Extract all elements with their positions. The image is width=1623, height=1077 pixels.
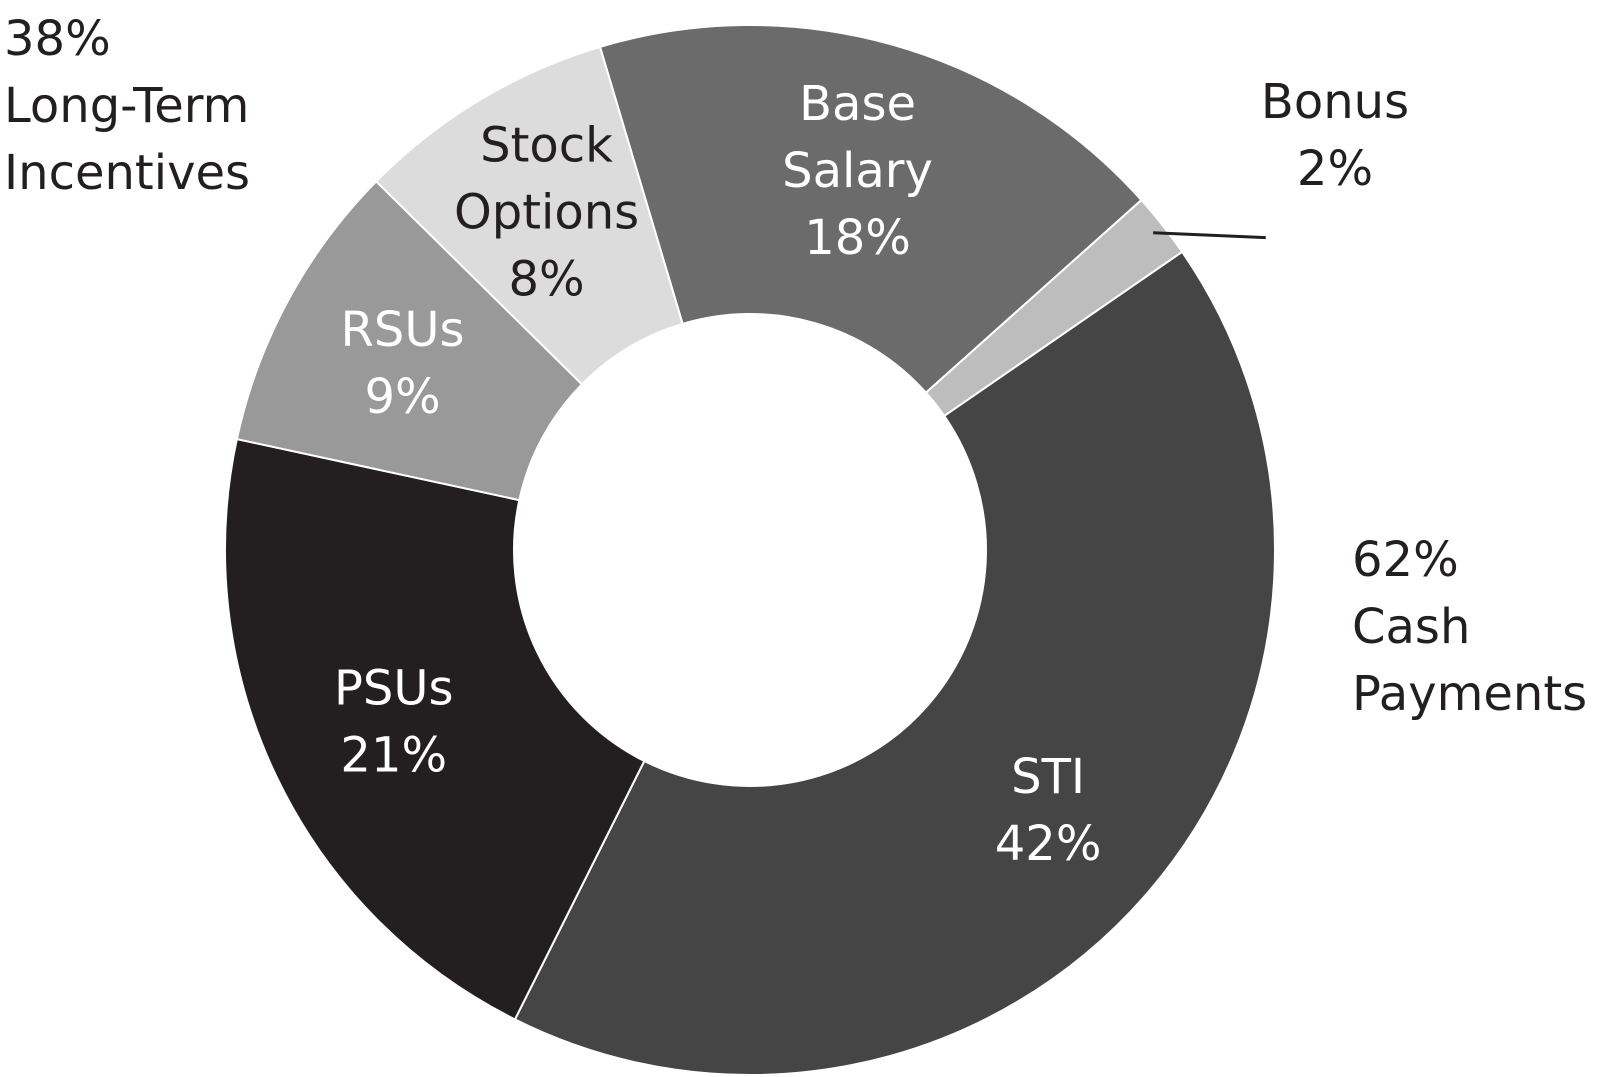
- slice-sti: [513, 250, 1276, 1076]
- slice-value-label: 21%: [340, 727, 447, 783]
- slice-value-label: 18%: [804, 210, 911, 266]
- slice-value-label: 42%: [995, 816, 1102, 872]
- donut-slices: [224, 24, 1276, 1076]
- group-percent: 38%: [4, 11, 111, 67]
- slice-value-label: 8%: [508, 252, 584, 308]
- slice-base-salary: [598, 24, 1143, 395]
- slice-name-label: Options: [454, 185, 639, 241]
- slice-name-label: Stock: [480, 118, 613, 174]
- slice-label-rsus: RSUs 9%: [341, 302, 465, 425]
- slice-label-psus: PSUs 21%: [334, 660, 454, 783]
- slice-name-label: PSUs: [334, 660, 454, 716]
- slice-label-base-salary: Base Salary 18%: [782, 76, 933, 266]
- slice-label-stock-options: Stock Options 8%: [454, 118, 639, 308]
- slice-value-label: 9%: [364, 369, 440, 425]
- slice-name-label: Base: [799, 76, 916, 132]
- slice-label-bonus: Bonus 2%: [1261, 74, 1409, 197]
- group-label-long-term-incentives: 38% Long-Term Incentives: [4, 6, 250, 207]
- group-label-cash-payments: 62% Cash Payments: [1352, 527, 1587, 728]
- slice-rsus: [235, 179, 584, 502]
- slice-name-label: RSUs: [341, 302, 465, 358]
- leader-line-bonus: [1153, 231, 1266, 240]
- slice-stock-options: [374, 45, 684, 386]
- slice-label-sti: STI 42%: [995, 749, 1102, 872]
- group-percent: 62%: [1352, 532, 1459, 588]
- slice-name-label: Bonus: [1261, 74, 1409, 130]
- slice-name-label: STI: [1011, 749, 1085, 805]
- slice-labels: Base Salary 18% Bonus 2% STI 42% PSUs 21% RSUs 9% S…: [334, 74, 1409, 872]
- group-name-line: Payments: [1352, 666, 1588, 722]
- group-name-line: Incentives: [4, 145, 251, 201]
- slice-psus: [224, 437, 646, 1021]
- group-name-line: Cash: [1352, 599, 1471, 655]
- slice-name-label: Salary: [782, 143, 933, 199]
- slice-value-label: 2%: [1297, 141, 1373, 197]
- group-name-line: Long-Term: [4, 78, 250, 134]
